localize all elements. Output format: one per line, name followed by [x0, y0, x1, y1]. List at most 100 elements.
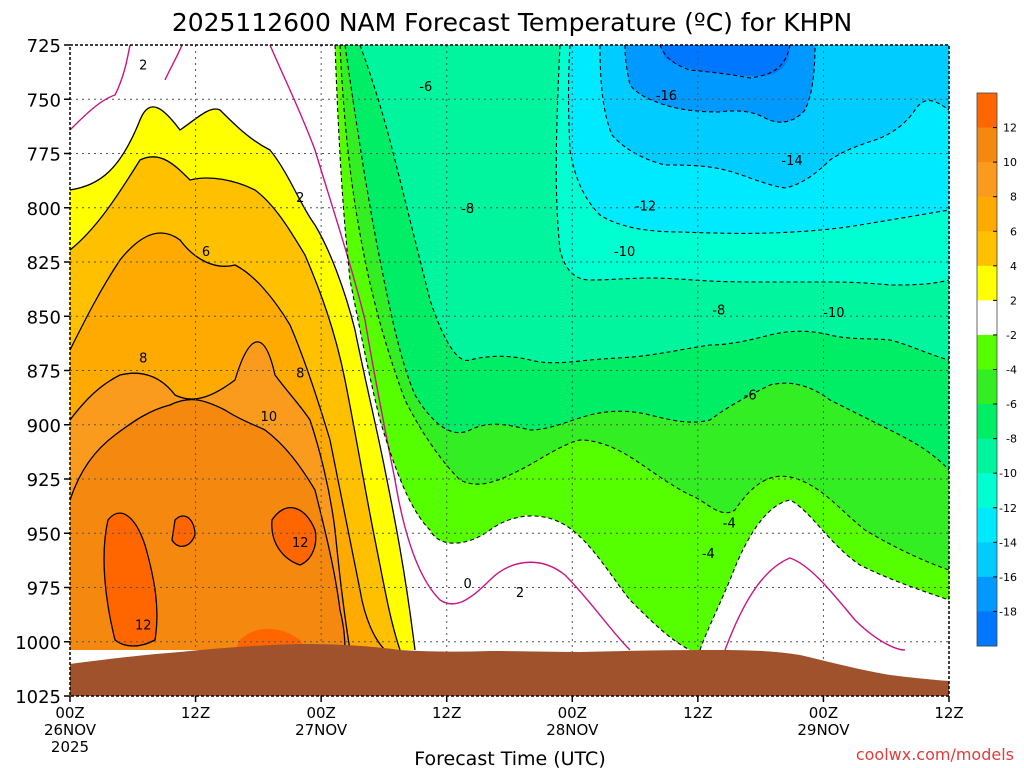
x-tick-label: 12Z	[432, 704, 461, 722]
y-tick-label: 725	[27, 36, 61, 57]
contour-label: 6	[202, 245, 210, 260]
y-tick-label: 1025	[15, 687, 61, 708]
contour-label: 2	[139, 59, 147, 74]
contour-0-upper-b	[164, 45, 183, 81]
chart-title: 2025112600 NAM Forecast Temperature (ºC)…	[172, 8, 852, 37]
y-tick-label: 950	[27, 524, 61, 545]
x-tick-label: 12Z	[683, 704, 712, 722]
colorbar-label: -6	[1006, 398, 1017, 411]
colorbar-bin	[977, 196, 997, 232]
x-tick-label: 28NOV	[546, 721, 599, 739]
plot-area: 2 2 6 8 8 10 12 12 -6 -8 -16 -14 -12 -10 -8 -10 -6 -4 -4 0 2	[70, 45, 949, 696]
x-tick-label: 00Z	[55, 704, 84, 722]
contour-labels: 2 2 6 8 8 10 12 12 -6 -8 -16 -14 -12 -10 -8 -10 -6 -4 -4 0 2	[135, 59, 845, 634]
contour-m4	[339, 45, 949, 571]
credit-text: coolwx.com/models	[856, 745, 1014, 764]
colorbar-bin	[977, 611, 997, 647]
contour-12-a	[103, 512, 158, 647]
colorbar-bin	[977, 93, 997, 129]
band-minus18-to-minus20	[660, 45, 790, 77]
contour-label: 2	[296, 191, 304, 206]
x-tick-label: 00Z	[558, 704, 587, 722]
colorbar-bin	[977, 404, 997, 440]
cold-pocket-upper-right	[890, 45, 949, 94]
colorbar-bin	[977, 231, 997, 267]
colorbar-label: 8	[1010, 191, 1017, 204]
x-axis-label: Forecast Time (UTC)	[414, 748, 605, 768]
contour-12-c	[171, 515, 196, 547]
zero-contour-lines	[70, 45, 906, 651]
contour-6	[70, 232, 386, 651]
contour-label: -4	[702, 547, 715, 562]
contour-label: -10	[614, 245, 635, 260]
contour-label: 0	[464, 577, 472, 592]
x-tick-label: 12Z	[181, 704, 210, 722]
colorbar-bin	[977, 507, 997, 543]
contour-10	[70, 398, 346, 651]
y-tick-label: 900	[27, 416, 61, 437]
contour-label: 10	[261, 410, 278, 425]
contour-label: -16	[656, 89, 677, 104]
x-tick-label: 29NOV	[797, 721, 850, 739]
contour-label: -4	[723, 516, 736, 531]
colorbar-label: -10	[999, 467, 1017, 480]
band-12-to-14-a	[104, 513, 157, 646]
colorbar-label: -12	[999, 502, 1017, 515]
colorbar-label: 2	[1010, 294, 1017, 307]
colorbar-label: 12	[1003, 122, 1017, 135]
y-tick-label: 750	[27, 90, 61, 111]
contour-label: 2	[516, 586, 524, 601]
colorbar: 12 10 8 6 4 2 -2 -4 -6 -8 -10 -12 -14 -16 -18	[976, 92, 1017, 647]
contour-12-b	[271, 507, 317, 566]
cold-contour-lines	[334, 45, 949, 651]
contour-label: 8	[296, 367, 304, 382]
y-tick-label: 825	[27, 253, 61, 274]
contour-label: -8	[461, 202, 474, 217]
x-tick-label: 26NOV	[44, 721, 97, 739]
contour-label: -6	[744, 388, 757, 403]
colorbar-bin	[977, 334, 997, 370]
x-tick-label: 2025	[51, 738, 89, 756]
contour-label: -6	[419, 80, 432, 95]
colorbar-label: -18	[999, 605, 1017, 618]
contour-8	[70, 341, 351, 651]
colorbar-bin	[977, 438, 997, 474]
y-tick-label: 925	[27, 470, 61, 491]
band-12-to-14-c	[172, 515, 195, 547]
colorbar-label: -16	[999, 571, 1017, 584]
colorbar-label: 6	[1010, 225, 1017, 238]
ground-surface	[70, 644, 949, 696]
colorbar-label: -8	[1006, 433, 1017, 446]
colorbar-label: 4	[1010, 260, 1017, 273]
contour-0-upper	[70, 45, 131, 131]
colorbar-bin	[977, 162, 997, 198]
y-tick-label: 875	[27, 362, 61, 383]
contour-label: -10	[823, 306, 844, 321]
x-tick-label: 00Z	[809, 704, 838, 722]
contour-m10	[555, 45, 949, 286]
colorbar-label: -14	[999, 536, 1017, 549]
colorbar-bin	[977, 265, 997, 301]
y-tick-label: 850	[27, 307, 61, 328]
contour-4	[70, 156, 401, 651]
contour-0-upper-c	[269, 45, 631, 651]
contour-m2	[334, 45, 949, 651]
low-level-white-lobe-d	[420, 515, 680, 650]
contour-2	[70, 106, 416, 651]
low-level-white-lobe-c	[710, 510, 949, 650]
contour-m16	[624, 45, 816, 123]
colorbar-label: -2	[1006, 329, 1017, 342]
contour-label: -14	[781, 154, 802, 169]
x-tick-label: 00Z	[306, 704, 335, 722]
gridlines	[70, 45, 949, 696]
contour-m18	[659, 45, 791, 79]
colorbar-bin	[977, 369, 997, 405]
colorbar-label: -4	[1006, 364, 1017, 377]
contour-label: -8	[712, 304, 725, 319]
y-tick-label: 1000	[15, 633, 61, 654]
contour-m8	[359, 45, 949, 364]
contour-label: 12	[292, 536, 309, 551]
y-axis: 725 750 775 800 825 850 875 900 925 950 975 1000 102…	[15, 36, 70, 708]
